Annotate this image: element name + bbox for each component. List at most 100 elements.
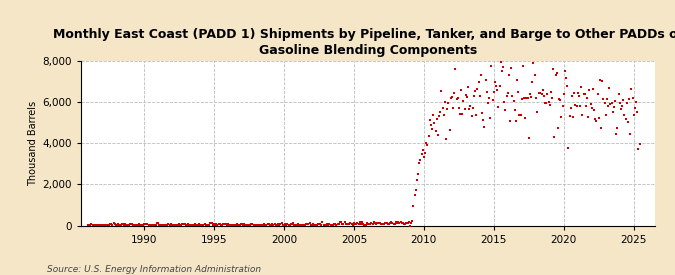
Point xyxy=(571,104,582,109)
Point xyxy=(115,223,126,227)
Point xyxy=(255,222,266,227)
Point xyxy=(206,221,217,226)
Point xyxy=(202,223,213,227)
Point xyxy=(576,85,587,90)
Point xyxy=(95,223,105,227)
Point xyxy=(548,67,559,71)
Point xyxy=(555,97,566,102)
Point xyxy=(446,95,457,99)
Point xyxy=(436,89,447,94)
Point xyxy=(410,188,421,192)
Point xyxy=(205,221,216,226)
Point xyxy=(335,220,346,224)
Point xyxy=(454,106,464,111)
Point xyxy=(300,222,311,226)
Point xyxy=(246,222,256,227)
Point xyxy=(163,222,174,226)
Point xyxy=(190,222,200,227)
Point xyxy=(225,222,236,227)
Point xyxy=(269,222,280,226)
Point xyxy=(587,106,597,111)
Point xyxy=(460,93,471,97)
Point xyxy=(321,222,331,227)
Point xyxy=(331,222,342,227)
Point xyxy=(415,158,426,162)
Point xyxy=(396,221,407,225)
Point xyxy=(354,219,365,224)
Point xyxy=(234,222,245,227)
Point xyxy=(526,95,537,100)
Point xyxy=(409,193,420,197)
Point xyxy=(185,223,196,227)
Point xyxy=(295,223,306,227)
Point xyxy=(186,223,197,227)
Point xyxy=(558,104,568,109)
Point xyxy=(138,223,148,227)
Point xyxy=(324,222,335,227)
Point xyxy=(88,223,99,227)
Point xyxy=(252,222,263,227)
Point xyxy=(149,223,160,227)
Point xyxy=(392,221,402,226)
Point xyxy=(245,222,256,227)
Point xyxy=(308,221,319,226)
Point xyxy=(542,92,553,96)
Point xyxy=(412,172,423,176)
Point xyxy=(531,96,541,100)
Point xyxy=(116,222,127,226)
Point xyxy=(101,222,112,227)
Point xyxy=(358,222,369,226)
Point xyxy=(583,115,594,119)
Point xyxy=(402,221,413,226)
Point xyxy=(393,220,404,224)
Point xyxy=(124,222,134,227)
Point xyxy=(535,91,546,95)
Point xyxy=(259,221,269,226)
Point xyxy=(450,67,461,71)
Point xyxy=(554,97,564,101)
Point xyxy=(167,223,178,227)
Point xyxy=(512,78,522,82)
Point xyxy=(400,221,410,226)
Point xyxy=(425,122,436,127)
Point xyxy=(93,223,104,227)
Point xyxy=(494,84,505,88)
Point xyxy=(622,100,632,105)
Point xyxy=(84,223,95,227)
Point xyxy=(108,221,119,226)
Point xyxy=(129,222,140,227)
Point xyxy=(109,221,120,226)
Point xyxy=(127,222,138,226)
Point xyxy=(568,115,578,119)
Point xyxy=(591,119,602,123)
Point xyxy=(260,222,271,227)
Point xyxy=(499,100,510,104)
Point xyxy=(289,222,300,227)
Point xyxy=(606,101,617,106)
Point xyxy=(480,78,491,82)
Point xyxy=(510,108,520,112)
Point xyxy=(284,223,295,227)
Point xyxy=(489,89,500,94)
Point xyxy=(545,103,556,108)
Point xyxy=(528,61,539,65)
Point xyxy=(366,221,377,226)
Point xyxy=(240,223,251,228)
Point xyxy=(86,222,97,226)
Point xyxy=(484,95,495,100)
Point xyxy=(142,222,153,226)
Point xyxy=(161,223,171,227)
Point xyxy=(170,223,181,227)
Point xyxy=(609,104,620,109)
Point xyxy=(532,109,543,114)
Point xyxy=(504,73,514,78)
Point xyxy=(282,222,293,226)
Point xyxy=(633,147,644,152)
Point xyxy=(473,80,484,84)
Point xyxy=(227,223,238,227)
Point xyxy=(192,222,203,227)
Point xyxy=(313,222,323,227)
Point xyxy=(539,94,549,98)
Point xyxy=(113,222,124,227)
Point xyxy=(458,98,469,103)
